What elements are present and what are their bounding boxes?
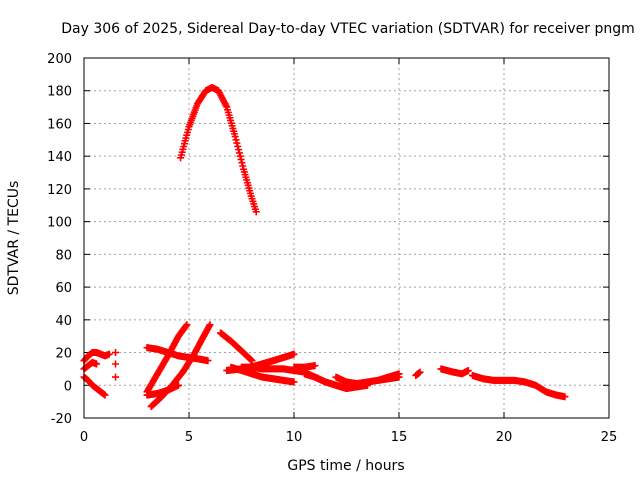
- y-tick-label: 200: [47, 52, 72, 67]
- x-tick-label: 20: [496, 430, 513, 445]
- x-axis-label: GPS time / hours: [287, 458, 404, 474]
- data-point: [101, 391, 109, 399]
- y-tick-label: 100: [47, 216, 72, 231]
- series-arc-12: [290, 362, 319, 371]
- series-arc-3: [80, 358, 101, 373]
- y-tick-label: 180: [47, 85, 72, 100]
- series-arc-5: [143, 321, 191, 396]
- y-tick-label: 140: [47, 150, 72, 165]
- series-arc-16: [412, 368, 424, 379]
- x-tick-label: 25: [601, 430, 618, 445]
- data-point: [464, 367, 472, 375]
- data-point: [311, 362, 319, 370]
- data-point: [252, 208, 260, 216]
- y-tick-label: 20: [55, 347, 72, 362]
- x-tick-label: 10: [286, 430, 303, 445]
- series-arc-18: [469, 371, 529, 386]
- series-arc-2: [80, 349, 113, 365]
- data-point: [235, 149, 243, 157]
- axis-ticks: 0 5 10 15 20 25 -20 0 20 40 60 80 100 120 140 160 180 200: [47, 52, 617, 445]
- data-point: [112, 349, 119, 357]
- data-point: [232, 136, 240, 144]
- chart-title: Day 306 of 2025, Sidereal Day-to-day VTE…: [61, 21, 635, 37]
- data-point: [183, 321, 191, 329]
- y-tick-label: -20: [51, 412, 72, 427]
- data-point: [290, 378, 298, 386]
- y-tick-label: 120: [47, 183, 72, 198]
- data-point: [206, 321, 214, 329]
- x-tick-label: 0: [80, 430, 88, 445]
- data-point: [395, 370, 403, 378]
- y-tick-label: 60: [55, 281, 72, 296]
- data-point: [234, 142, 242, 150]
- data-point: [112, 360, 119, 368]
- data-point: [112, 373, 119, 381]
- data-point: [175, 381, 182, 389]
- data-point: [416, 368, 424, 376]
- series-arc-peak: [177, 83, 260, 216]
- series-arc-7: [143, 381, 182, 399]
- series-arc-15: [374, 370, 403, 384]
- data-point: [236, 152, 244, 160]
- series-arc-1: [80, 373, 109, 399]
- data-points: [80, 83, 569, 411]
- x-tick-label: 5: [185, 430, 193, 445]
- y-tick-label: 0: [64, 379, 72, 394]
- data-point: [290, 350, 298, 358]
- series-isolated: [112, 349, 119, 381]
- plot-frame: [83, 57, 610, 419]
- y-tick-label: 40: [55, 314, 72, 329]
- series-arc-19: [521, 378, 569, 401]
- data-point: [105, 350, 113, 358]
- y-tick-label: 80: [55, 248, 72, 263]
- data-point: [93, 360, 101, 368]
- y-axis-label: SDTVAR / TECUs: [6, 181, 22, 296]
- y-tick-label: 160: [47, 117, 72, 132]
- x-tick-label: 15: [391, 430, 408, 445]
- data-point: [238, 159, 246, 167]
- series-arc-4: [143, 344, 212, 365]
- data-point: [233, 139, 241, 147]
- data-point: [204, 357, 212, 365]
- series-arc-8: [217, 329, 256, 365]
- series-arc-17: [437, 365, 472, 378]
- data-point: [235, 146, 243, 154]
- data-point: [561, 393, 569, 401]
- data-point: [237, 155, 245, 163]
- data-point: [231, 133, 239, 141]
- data-point: [239, 162, 247, 170]
